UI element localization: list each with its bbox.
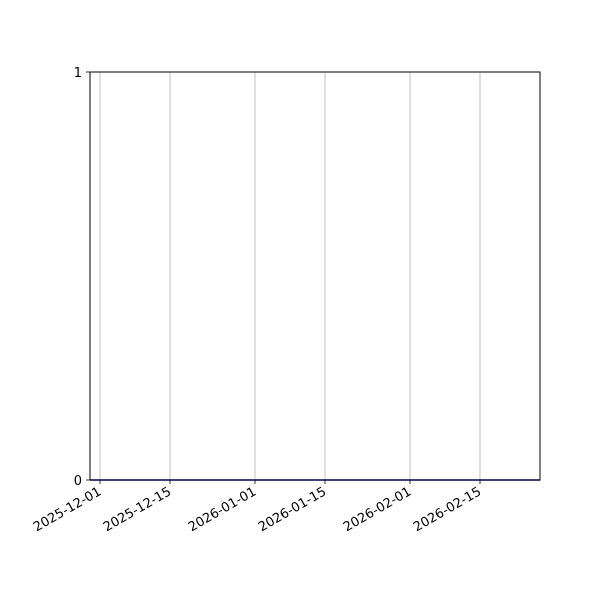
- x-tick-label: 2026-02-01: [341, 484, 414, 535]
- x-tick-label: 2025-12-01: [31, 484, 104, 535]
- y-tick-label: 0: [74, 474, 82, 489]
- plot-frame: [89, 71, 541, 481]
- x-tick-label: 2026-01-01: [186, 484, 259, 535]
- x-tick-label: 2025-12-15: [101, 484, 174, 535]
- x-tick-label: 2026-02-15: [411, 484, 484, 535]
- y-tick-label: 1: [74, 66, 82, 81]
- x-tick-label: 2026-01-15: [256, 484, 329, 535]
